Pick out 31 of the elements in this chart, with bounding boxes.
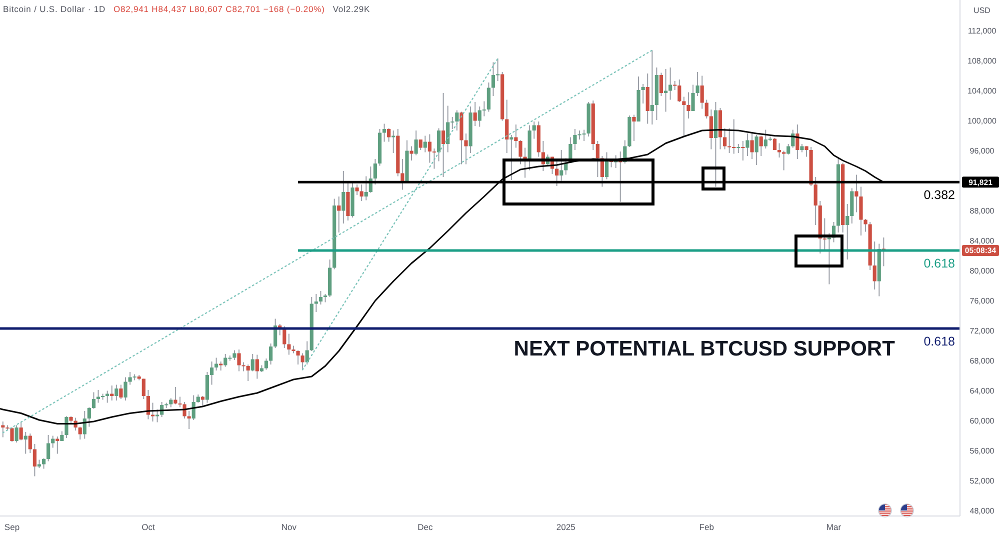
y-tick-label: 84,000 <box>970 236 995 246</box>
y-tick-label: 68,000 <box>970 356 995 366</box>
y-tick-label: 52,000 <box>970 476 995 486</box>
x-tick-label: Nov <box>281 522 298 532</box>
x-tick-label: Sep <box>4 522 20 532</box>
y-tick-label: 56,000 <box>970 446 995 456</box>
text: Bitcoin / U.S. Dollar · 1D <box>3 4 106 14</box>
y-tick-label: 48,000 <box>970 506 995 516</box>
y-tick-label: 60,000 <box>970 416 995 426</box>
series-label: 0.618 <box>924 334 956 348</box>
text: O82,941 H84,437 L80,607 C82,701 −168 (−0.20%) <box>114 4 325 14</box>
x-tick-label: 2025 <box>556 522 576 532</box>
y-axis-title: USD <box>974 6 991 15</box>
y-tick-label: 76,000 <box>970 296 995 306</box>
y-tick-label: 96,000 <box>970 146 995 156</box>
y-tick-label: 80,000 <box>970 266 995 276</box>
annotation: Vol2.29K <box>332 4 370 14</box>
y-tick-label: 64,000 <box>970 386 995 396</box>
series-label: 0.382 <box>924 188 956 202</box>
y-tick-label: 100,000 <box>968 116 998 126</box>
series-label: 0.618 <box>924 256 956 270</box>
x-tick-label: Dec <box>418 522 434 532</box>
y-tick-label: 72,000 <box>970 326 995 336</box>
annotation: NEXT POTENTIAL BTCUSD SUPPORT <box>514 338 896 360</box>
y-tick-label: 104,000 <box>968 86 998 96</box>
x-tick-label: Feb <box>699 522 714 532</box>
y-tick-label: 112,000 <box>968 26 997 36</box>
x-tick-label: Oct <box>142 522 156 532</box>
y-tick-label: 108,000 <box>968 56 998 66</box>
x-tick-label: Mar <box>826 522 842 532</box>
y-tick-label: 88,000 <box>970 206 995 216</box>
